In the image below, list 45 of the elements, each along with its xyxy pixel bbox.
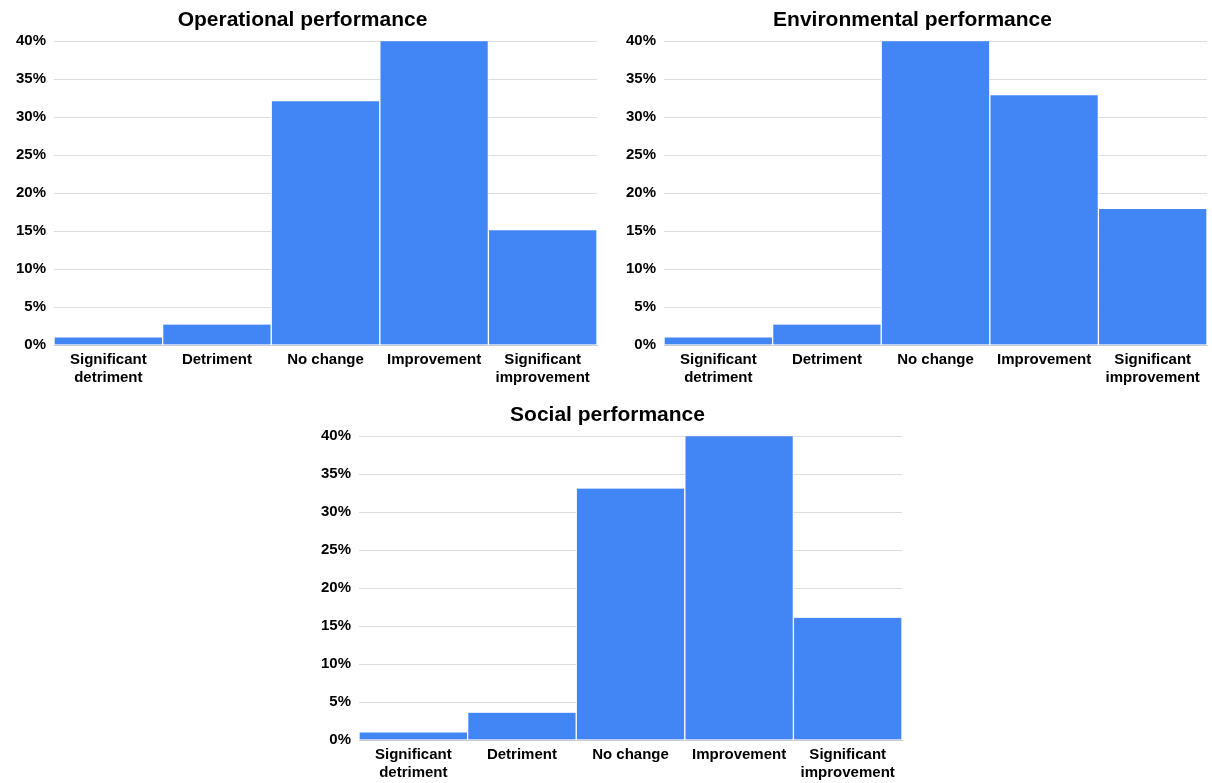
y-tick-label: 15%	[320, 616, 352, 634]
y-tick-label: 0%	[329, 730, 352, 748]
y-tick-label: 25%	[320, 540, 352, 558]
y-tick-label: 0%	[24, 335, 47, 353]
y-tick-label: 25%	[625, 145, 657, 163]
y-tick-label: 15%	[625, 221, 657, 239]
x-tick-label: No change	[592, 745, 669, 763]
y-tick-label: 40%	[320, 426, 352, 444]
chart-title: Operational performance	[177, 7, 428, 31]
x-tick-label: Improvement	[387, 350, 482, 368]
x-tick-label: Improvement	[692, 745, 787, 763]
x-tick-label: No change	[897, 350, 974, 368]
x-tick-label: Significant detriment	[374, 745, 452, 781]
y-tick-label: 30%	[320, 502, 352, 520]
chart-title: Social performance	[510, 402, 705, 426]
x-tick-label: Significant improvement	[1105, 350, 1200, 386]
y-tick-label: 30%	[15, 107, 47, 125]
y-tick-label: 40%	[625, 31, 657, 49]
x-tick-label: Significant detriment	[69, 350, 147, 386]
x-tick-label: Detriment	[181, 350, 252, 368]
x-tick-label: No change	[287, 350, 364, 368]
x-tick-label: Improvement	[997, 350, 1092, 368]
y-tick-label: 0%	[634, 335, 657, 353]
x-tick-label: Significant detriment	[679, 350, 757, 386]
y-tick-label: 10%	[15, 259, 47, 277]
y-tick-label: 30%	[625, 107, 657, 125]
x-tick-label: Significant improvement	[495, 350, 590, 386]
y-tick-label: 35%	[320, 464, 352, 482]
x-tick-label: Significant improvement	[800, 745, 895, 781]
y-tick-label: 15%	[15, 221, 47, 239]
chart-title: Environmental performance	[773, 7, 1052, 31]
y-tick-label: 20%	[15, 183, 47, 201]
y-tick-label: 20%	[625, 183, 657, 201]
y-tick-label: 25%	[15, 145, 47, 163]
x-tick-label: Detriment	[486, 745, 557, 763]
y-tick-label: 10%	[625, 259, 657, 277]
y-tick-label: 10%	[320, 654, 352, 672]
y-tick-label: 20%	[320, 578, 352, 596]
y-tick-label: 35%	[625, 69, 657, 87]
y-tick-label: 5%	[24, 297, 47, 315]
y-tick-label: 40%	[15, 31, 47, 49]
x-tick-label: Detriment	[791, 350, 862, 368]
y-tick-label: 5%	[634, 297, 657, 315]
y-tick-label: 35%	[15, 69, 47, 87]
y-tick-label: 5%	[329, 692, 352, 710]
